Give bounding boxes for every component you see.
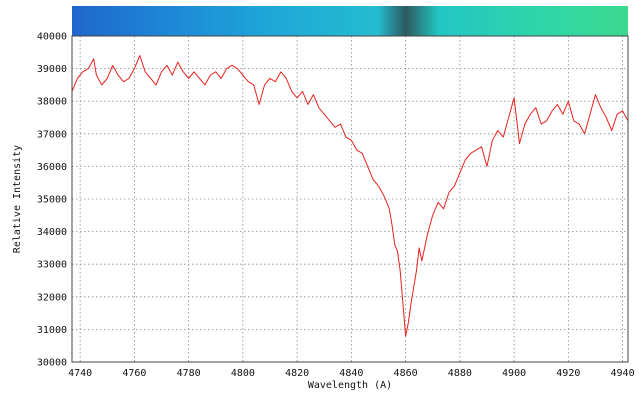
x-tick-label: 4740 [68, 368, 92, 379]
x-tick-label: 4820 [285, 368, 309, 379]
y-tick-label: 35000 [37, 195, 67, 206]
x-tick-label: 4760 [122, 368, 146, 379]
y-tick-label: 36000 [37, 162, 67, 173]
x-tick-label: 4780 [177, 368, 201, 379]
plot-frame [71, 35, 629, 363]
x-tick-label: 4860 [394, 368, 418, 379]
y-tick-label: 39000 [37, 64, 67, 75]
y-tick-label: 31000 [37, 325, 67, 336]
y-tick-label: 38000 [37, 97, 67, 108]
y-tick-label: 37000 [37, 129, 67, 140]
grid-lines [72, 36, 628, 362]
y-axis-label: Relative Intensity [12, 145, 23, 253]
x-axis-ticks: 4740 4760 4780 4800 4820 4840 4860 4880 4900 4920… [68, 368, 635, 379]
y-tick-label: 30000 [37, 358, 67, 369]
spectrum-color-bar [72, 6, 628, 36]
y-axis-ticks: 30000 31000 32000 33000 34000 35000 36000 37000… [37, 32, 67, 369]
x-tick-label: 4900 [502, 368, 526, 379]
x-tick-label: 4800 [231, 368, 255, 379]
y-tick-label: 32000 [37, 292, 67, 303]
intensity-line [72, 55, 628, 337]
x-tick-label: 4880 [448, 368, 472, 379]
x-tick-label: 4840 [339, 368, 363, 379]
x-axis-label: Wavelength (A) [308, 380, 392, 391]
y-tick-label: 40000 [37, 32, 67, 43]
y-tick-label: 33000 [37, 260, 67, 271]
x-tick-label: 4920 [556, 368, 580, 379]
x-tick-label: 4940 [611, 368, 635, 379]
y-tick-label: 34000 [37, 227, 67, 238]
